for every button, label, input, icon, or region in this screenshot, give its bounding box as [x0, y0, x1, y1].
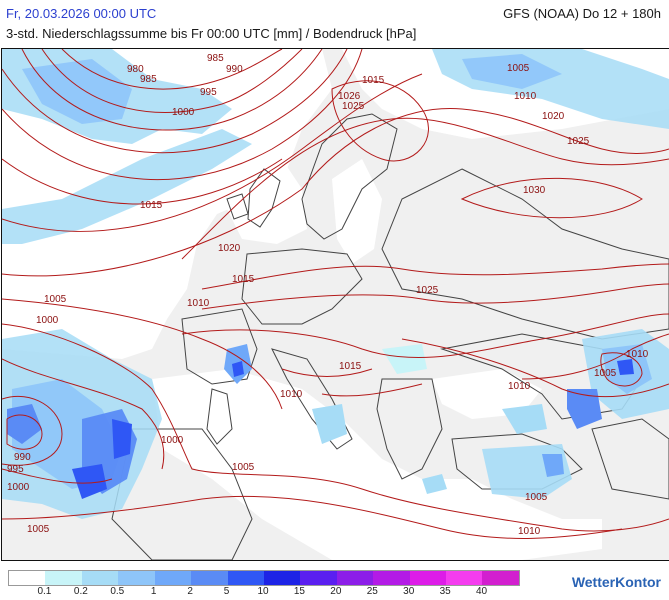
isobars	[2, 49, 669, 539]
legend-swatch	[482, 571, 519, 585]
isobar-label: 1000	[172, 107, 195, 118]
isobar-label: 1005	[525, 492, 548, 503]
legend-swatch	[154, 571, 192, 585]
mediterranean-sea	[152, 369, 602, 560]
isobar-label: 1015	[339, 361, 362, 372]
isobar-label: 1025	[416, 285, 439, 296]
valid-date: Fr, 20.03.2026 00:00 UTC	[6, 6, 157, 21]
legend-tick-labels: 0.1 0.2 0.5 1 2 5 10 15 20 25 30 35 40	[8, 586, 518, 598]
isobar-label: 1010	[508, 381, 531, 392]
isobar-label: 985	[140, 74, 157, 85]
isobar-label: 1005	[594, 368, 617, 379]
legend-swatch	[191, 571, 228, 585]
legend-swatch	[336, 571, 374, 585]
model-run-info: GFS (NOAA) Do 12 + 180h	[503, 6, 661, 21]
isobar-label: 1000	[161, 435, 184, 446]
legend-swatch	[81, 571, 119, 585]
baltic-sea	[332, 159, 382, 264]
isobar-label: 990	[14, 452, 31, 463]
legend-tick-label: 40	[476, 586, 488, 597]
isobar-label: 1010	[514, 91, 537, 102]
isobar-label: 1020	[542, 111, 565, 122]
isobar-label: 1025	[567, 136, 590, 147]
isobar-label: 980	[127, 64, 144, 75]
legend-swatch	[300, 571, 337, 585]
legend-tick-label: 0.1	[37, 586, 52, 597]
isobar-label: 1020	[218, 243, 241, 254]
isobar-label: 1010	[280, 389, 303, 400]
legend-tick-label: 10	[257, 586, 269, 597]
isobar-label: 990	[226, 64, 243, 75]
isobar-label: 1005	[27, 524, 50, 535]
legend-swatch	[373, 571, 410, 585]
isobar-label: 1026	[338, 91, 361, 102]
isobar-label: 1015	[362, 75, 385, 86]
legend-swatch	[118, 571, 155, 585]
isobar-label: 1010	[626, 349, 649, 360]
legend-swatch	[9, 571, 46, 585]
legend-swatch	[263, 571, 301, 585]
legend-swatch	[227, 571, 264, 585]
legend-tick-label: 1	[150, 586, 157, 597]
map-canvas: 980 985 985 990 995 1000 1005 1010 1015 …	[2, 49, 669, 560]
isobar-label: 1030	[523, 185, 546, 196]
forecast-map[interactable]: 980 985 985 990 995 1000 1005 1010 1015 …	[1, 48, 669, 561]
wetterkontor-logo: WetterKontor	[571, 574, 661, 590]
isobar-labels: 980 985 985 990 995 1000 1005 1010 1015 …	[7, 53, 649, 537]
legend-tick-label: 0.2	[73, 586, 88, 597]
isobar-label: 1025	[342, 101, 365, 112]
isobar-label: 985	[207, 53, 224, 64]
isobar-label: 1000	[36, 315, 59, 326]
legend-tick-label: 15	[293, 586, 305, 597]
isobar-label: 1005	[507, 63, 530, 74]
legend-tick-label: 0.5	[110, 586, 125, 597]
black-sea	[432, 369, 542, 419]
legend-tick-label: 35	[439, 586, 451, 597]
legend-tick-label: 25	[366, 586, 378, 597]
isobar-label: 1000	[7, 482, 30, 493]
isobar-label: 1015	[232, 274, 255, 285]
coastlines	[111, 113, 669, 560]
legend-swatch	[446, 571, 483, 585]
isobar-label: 1010	[187, 298, 210, 309]
map-description: 3-std. Niederschlagssumme bis Fr 00:00 U…	[6, 26, 417, 41]
legend-swatch	[409, 571, 447, 585]
legend-tick-label: 5	[223, 586, 230, 597]
isobar-label: 1010	[518, 526, 541, 537]
isobar-label: 1005	[232, 462, 255, 473]
isobar-label: 1005	[44, 294, 67, 305]
legend-tick-label: 20	[330, 586, 342, 597]
legend-tick-label: 2	[187, 586, 193, 597]
precipitation-legend	[8, 570, 520, 586]
legend-swatch	[45, 571, 82, 585]
isobar-label: 995	[200, 87, 217, 98]
isobar-label: 1015	[140, 200, 163, 211]
isobar-label: 995	[7, 464, 24, 475]
legend-tick-label: 30	[403, 586, 415, 597]
